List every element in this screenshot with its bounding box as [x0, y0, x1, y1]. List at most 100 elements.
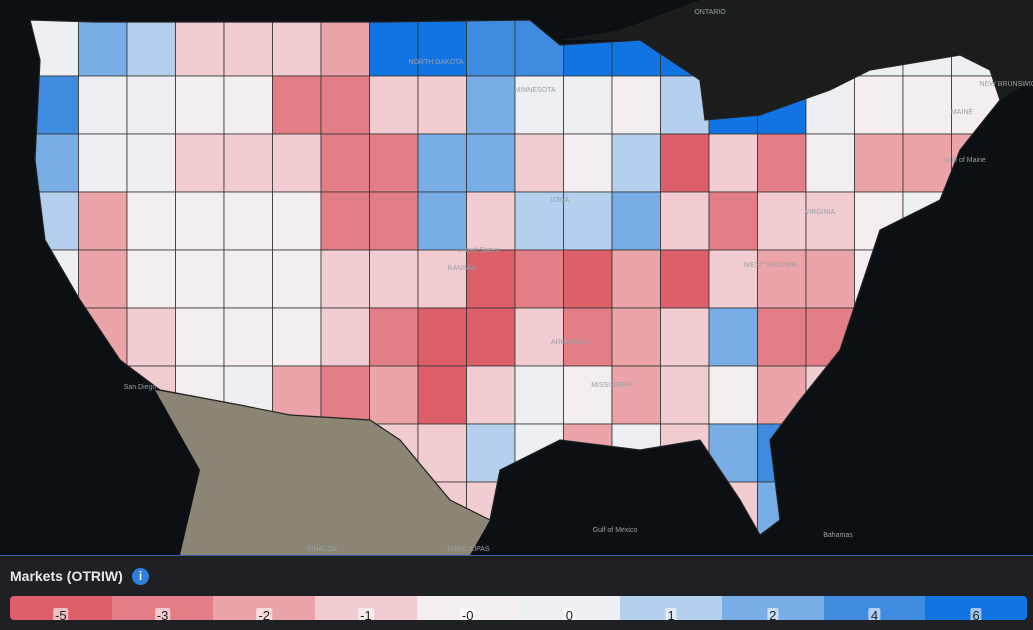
- market-region[interactable]: [369, 18, 419, 77]
- market-region[interactable]: [563, 191, 613, 251]
- market-region[interactable]: [563, 307, 613, 367]
- market-region[interactable]: [320, 18, 370, 77]
- market-region[interactable]: [223, 307, 273, 367]
- market-region[interactable]: [902, 75, 952, 135]
- market-region[interactable]: [126, 191, 176, 251]
- market-region[interactable]: [320, 307, 370, 367]
- market-region[interactable]: [78, 18, 128, 77]
- market-region[interactable]: [757, 133, 807, 193]
- market-region[interactable]: [757, 307, 807, 367]
- market-region[interactable]: [563, 75, 613, 135]
- market-region[interactable]: [126, 133, 176, 193]
- market-region[interactable]: [902, 133, 952, 193]
- market-region[interactable]: [466, 307, 516, 367]
- market-region[interactable]: [223, 133, 273, 193]
- market-region[interactable]: [175, 249, 225, 309]
- market-region[interactable]: [611, 133, 661, 193]
- market-region[interactable]: [514, 191, 564, 251]
- market-region[interactable]: [272, 307, 322, 367]
- market-region[interactable]: [369, 75, 419, 135]
- market-region[interactable]: [854, 133, 904, 193]
- market-region[interactable]: [126, 75, 176, 135]
- market-region[interactable]: [320, 191, 370, 251]
- market-region[interactable]: [660, 365, 710, 425]
- market-region[interactable]: [514, 249, 564, 309]
- market-region[interactable]: [223, 75, 273, 135]
- market-region[interactable]: [417, 75, 467, 135]
- market-region[interactable]: [514, 307, 564, 367]
- market-region[interactable]: [854, 75, 904, 135]
- market-region[interactable]: [320, 365, 370, 425]
- market-region[interactable]: [611, 307, 661, 367]
- market-region[interactable]: [563, 249, 613, 309]
- market-region[interactable]: [563, 133, 613, 193]
- market-region[interactable]: [514, 75, 564, 135]
- market-region[interactable]: [660, 307, 710, 367]
- market-region[interactable]: [417, 133, 467, 193]
- market-region[interactable]: [78, 191, 128, 251]
- market-region[interactable]: [611, 75, 661, 135]
- market-region[interactable]: [417, 191, 467, 251]
- market-region[interactable]: [514, 133, 564, 193]
- market-region[interactable]: [466, 365, 516, 425]
- market-region[interactable]: [175, 191, 225, 251]
- map-labels: ONTARIO NORTH DAKOTA MINNESOTA IOWA United S…: [124, 9, 1033, 553]
- market-region[interactable]: [611, 191, 661, 251]
- market-region[interactable]: [757, 249, 807, 309]
- market-region[interactable]: [611, 249, 661, 309]
- market-region[interactable]: [126, 307, 176, 367]
- market-region[interactable]: [223, 191, 273, 251]
- market-region[interactable]: [320, 249, 370, 309]
- market-region[interactable]: [805, 249, 855, 309]
- market-region[interactable]: [417, 365, 467, 425]
- market-region[interactable]: [320, 75, 370, 135]
- market-region[interactable]: [369, 191, 419, 251]
- market-region[interactable]: [175, 133, 225, 193]
- market-region[interactable]: [126, 249, 176, 309]
- market-region[interactable]: [272, 18, 322, 77]
- market-region[interactable]: [369, 133, 419, 193]
- market-region[interactable]: [175, 18, 225, 77]
- market-region[interactable]: [126, 18, 176, 77]
- market-region[interactable]: [272, 191, 322, 251]
- market-region[interactable]: [660, 191, 710, 251]
- market-region[interactable]: [369, 365, 419, 425]
- market-region[interactable]: [660, 133, 710, 193]
- market-region[interactable]: [417, 307, 467, 367]
- market-region[interactable]: [466, 191, 516, 251]
- market-region[interactable]: [175, 307, 225, 367]
- market-region[interactable]: [563, 365, 613, 425]
- market-region[interactable]: [708, 191, 758, 251]
- market-region[interactable]: [369, 249, 419, 309]
- market-region[interactable]: [223, 249, 273, 309]
- market-region[interactable]: [417, 18, 467, 77]
- market-region[interactable]: [272, 249, 322, 309]
- market-region[interactable]: [78, 75, 128, 135]
- market-region[interactable]: [78, 249, 128, 309]
- market-region[interactable]: [514, 365, 564, 425]
- market-region[interactable]: [320, 133, 370, 193]
- market-region[interactable]: [757, 191, 807, 251]
- market-region[interactable]: [466, 249, 516, 309]
- market-region[interactable]: [708, 133, 758, 193]
- market-region[interactable]: [708, 307, 758, 367]
- market-region[interactable]: [223, 18, 273, 77]
- market-region[interactable]: [78, 133, 128, 193]
- market-region[interactable]: [466, 133, 516, 193]
- market-region[interactable]: [708, 249, 758, 309]
- market-region[interactable]: [272, 133, 322, 193]
- market-region[interactable]: [417, 249, 467, 309]
- legend-label: -0: [459, 608, 476, 620]
- place-label: United States: [457, 247, 500, 254]
- market-region[interactable]: [272, 75, 322, 135]
- market-region[interactable]: [708, 365, 758, 425]
- market-region[interactable]: [466, 75, 516, 135]
- market-region[interactable]: [805, 133, 855, 193]
- market-region[interactable]: [466, 18, 516, 77]
- market-region[interactable]: [611, 365, 661, 425]
- market-region[interactable]: [660, 249, 710, 309]
- info-icon[interactable]: i: [132, 568, 149, 585]
- market-region[interactable]: [369, 307, 419, 367]
- market-region[interactable]: [805, 191, 855, 251]
- market-region[interactable]: [175, 75, 225, 135]
